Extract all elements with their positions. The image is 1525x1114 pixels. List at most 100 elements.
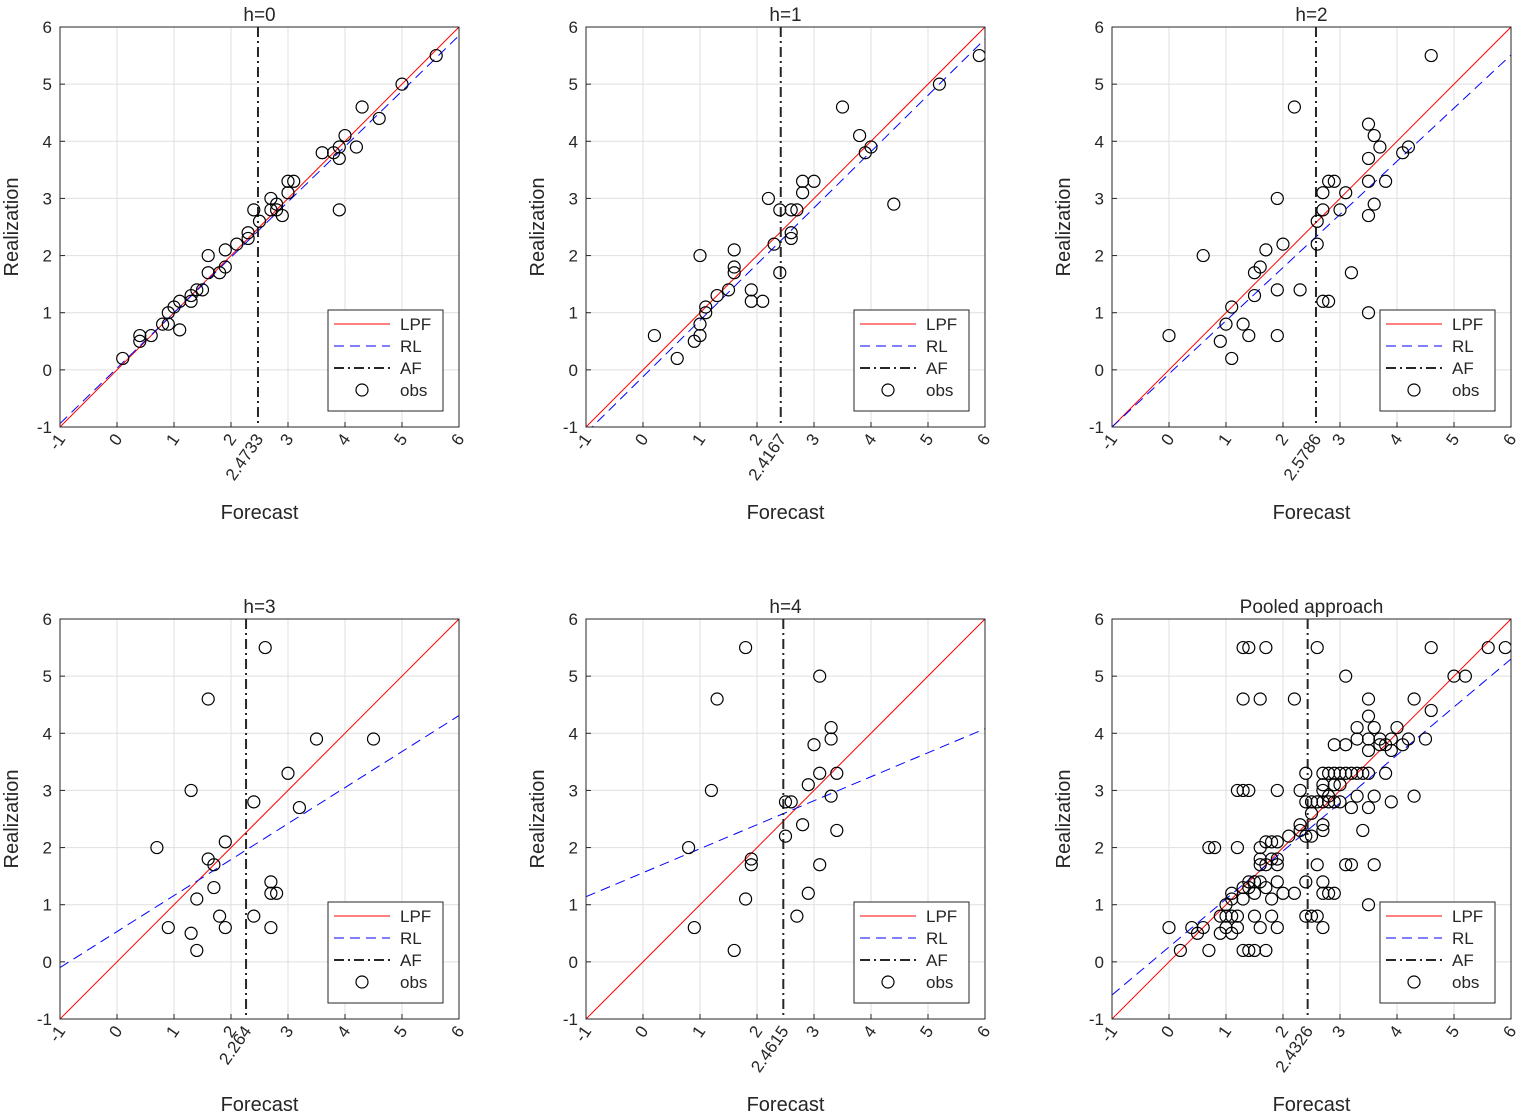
- obs-point: [1350, 789, 1364, 803]
- obs-point: [1327, 738, 1341, 752]
- y-tick-label: 1: [43, 304, 52, 323]
- legend-label: obs: [400, 381, 427, 400]
- y-tick-label: 4: [1095, 724, 1104, 743]
- obs-point: [1316, 875, 1330, 889]
- legend-box: [853, 901, 970, 1004]
- obs-point: [1236, 892, 1250, 906]
- obs-point: [1264, 835, 1279, 849]
- y-tick-label: 3: [43, 189, 52, 208]
- obs-point: [1424, 640, 1438, 655]
- obs-point: [1293, 783, 1307, 798]
- obs-point: [1316, 920, 1330, 935]
- obs-point: [1304, 829, 1319, 843]
- x-tick-label: 1: [1214, 430, 1235, 449]
- obs-point: [1407, 692, 1421, 706]
- obs-point: [315, 146, 329, 160]
- obs-point: [1350, 720, 1364, 735]
- plot-content: [586, 619, 985, 1019]
- obs-point: [710, 692, 724, 706]
- legend-label: RL: [1452, 929, 1474, 948]
- y-tick-label: 5: [569, 75, 578, 94]
- obs-point: [801, 886, 815, 900]
- obs-point: [1333, 795, 1347, 809]
- panel-title: h=4: [769, 597, 802, 618]
- y-tick-label: 5: [43, 75, 52, 94]
- obs-point: [349, 140, 363, 154]
- legend-label: AF: [1452, 359, 1474, 378]
- legend-label: AF: [926, 951, 948, 970]
- obs-point: [1293, 283, 1307, 297]
- panel-h-3: -1-1001122334455662.264h=3ForecastRealiz…: [1, 597, 468, 1114]
- legend-label: RL: [1452, 337, 1474, 356]
- obs-point: [1247, 886, 1262, 900]
- obs-point: [1264, 892, 1279, 906]
- obs-point: [338, 128, 352, 143]
- panel-h-4: -1-1001122334455662.4615h=4ForecastReali…: [527, 597, 994, 1114]
- obs-point: [1299, 909, 1313, 923]
- obs-point: [778, 829, 793, 843]
- x-tick-label: 1: [688, 430, 709, 449]
- y-tick-label: 0: [43, 361, 52, 380]
- obs-point: [1236, 692, 1250, 706]
- obs-point: [681, 840, 696, 855]
- obs-point: [1316, 823, 1330, 838]
- y-tick-label: 0: [569, 361, 578, 380]
- obs-point: [1162, 920, 1176, 935]
- legend-swatch-obs: [881, 975, 895, 989]
- obs-point: [790, 203, 804, 217]
- obs-point: [1259, 943, 1273, 958]
- y-tick-label: 1: [1095, 304, 1104, 323]
- obs-point: [1310, 640, 1324, 655]
- legend-label: LPF: [1452, 907, 1483, 926]
- plot-content: [1112, 27, 1511, 427]
- obs-point: [813, 766, 827, 780]
- obs-point: [1225, 886, 1239, 900]
- y-axis-label: Realization: [1053, 178, 1075, 277]
- obs-point: [1270, 858, 1284, 872]
- obs-point: [1270, 920, 1284, 935]
- obs-point: [1373, 140, 1387, 154]
- obs-point: [1361, 709, 1376, 723]
- x-axis-label: Forecast: [1273, 502, 1351, 524]
- obs-point: [218, 243, 232, 257]
- obs-point: [1407, 789, 1421, 803]
- obs-point: [1401, 732, 1416, 746]
- obs-point: [670, 351, 684, 366]
- x-tick-label: 6: [1499, 1022, 1520, 1041]
- lpf-line: [586, 619, 985, 1019]
- obs-point: [1202, 840, 1216, 855]
- obs-point: [156, 317, 170, 331]
- obs-point: [1367, 720, 1381, 735]
- obs-point: [784, 231, 798, 246]
- axes-box: [1111, 618, 1512, 1020]
- y-tick-label: 4: [569, 724, 578, 743]
- x-tick-label: 4: [1385, 430, 1406, 449]
- axes-box: [59, 618, 460, 1020]
- y-axis-label: Realization: [527, 178, 549, 277]
- y-tick-label: -1: [37, 418, 52, 437]
- obs-point: [207, 858, 221, 872]
- x-tick-label: 0: [105, 430, 126, 449]
- obs-point: [1384, 732, 1398, 746]
- x-tick-label: 1: [162, 1022, 183, 1041]
- obs-point: [1498, 640, 1511, 655]
- obs-point: [1253, 920, 1267, 935]
- obs-point: [201, 692, 215, 706]
- legend-swatch-obs: [1407, 383, 1421, 397]
- y-axis-label: Realization: [1, 770, 23, 869]
- obs-point: [710, 288, 724, 303]
- obs-point: [1230, 840, 1245, 855]
- axes-box: [59, 26, 460, 428]
- y-tick-label: -1: [1089, 1010, 1104, 1029]
- legend-label: RL: [400, 337, 422, 356]
- obs-point: [190, 943, 204, 958]
- obs-point: [1259, 640, 1273, 655]
- obs-point: [738, 640, 753, 655]
- panel-h-2: -1-1001122334455662.5786h=2ForecastReali…: [1053, 5, 1520, 524]
- obs-point: [218, 920, 232, 935]
- obs-point: [1316, 186, 1330, 200]
- x-tick-label: 5: [1442, 430, 1463, 449]
- obs-point: [1310, 858, 1324, 872]
- obs-point: [1310, 237, 1324, 251]
- obs-point: [1367, 197, 1381, 211]
